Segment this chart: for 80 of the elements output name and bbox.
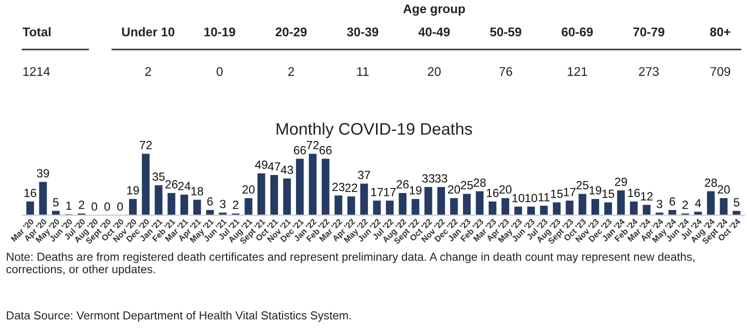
data-label: 19 (590, 186, 602, 195)
data-label: 15 (551, 190, 563, 198)
data-label: 22 (345, 184, 358, 192)
data-label: 20 (718, 185, 730, 194)
data-label: 2 (78, 200, 84, 209)
data-label: 19 (127, 186, 139, 195)
category-label: 10-19 (204, 28, 236, 36)
data-label: 26 (396, 180, 409, 189)
data-label: 72 (140, 140, 152, 150)
data-label: 17 (384, 188, 396, 196)
chart-title: Monthly COVID-19 Deaths (276, 122, 472, 138)
category-label: 70-79 (633, 28, 664, 36)
data-label: 29 (614, 178, 627, 186)
category-label: Total (22, 27, 50, 36)
data-label: 33 (422, 174, 434, 183)
data-label: 0 (92, 202, 98, 211)
data-label: 11 (538, 193, 550, 202)
data-label: 4 (695, 199, 701, 208)
data-label: 33 (435, 174, 448, 183)
data-label: 5 (734, 198, 740, 206)
data-label: 11 (357, 67, 369, 76)
data-label: 0 (117, 202, 123, 211)
category-label: 80+ (710, 28, 730, 36)
data-label: 709 (710, 67, 730, 76)
data-label: 28 (474, 178, 486, 187)
data-label: 25 (460, 181, 473, 190)
category-label: 40-49 (418, 28, 450, 36)
data-label: 66 (320, 146, 332, 154)
data-label: 24 (178, 182, 190, 190)
data-label: 1 (66, 202, 72, 210)
data-label: 20 (428, 67, 441, 76)
data-label: 16 (486, 188, 499, 198)
data-label: 20 (448, 185, 460, 194)
data-label: 20 (242, 185, 255, 194)
data-label: 0 (104, 202, 110, 211)
data-label: 6 (670, 197, 676, 206)
data-label: 5 (53, 198, 59, 206)
data-label: 15 (602, 190, 614, 198)
data-label: 28 (704, 178, 717, 187)
data-label: 43 (280, 166, 294, 174)
data-label: 72 (306, 140, 319, 150)
data-label: 20 (499, 185, 512, 194)
category-label: Under 10 (122, 27, 174, 36)
text: Age group (403, 4, 465, 16)
data-label: 37 (358, 170, 370, 180)
text: Note: Deaths are from registered death certificates and represent preliminary data. A change in death count may represent new deaths, corrections, or other updates. (6, 252, 694, 276)
data-label: 3 (220, 200, 226, 208)
data-label: 16 (24, 188, 36, 198)
data-label: 2 (145, 67, 151, 76)
data-label: 18 (191, 187, 204, 196)
data-label: 10 (512, 194, 524, 202)
data-label: 2 (682, 200, 688, 209)
data-label: 12 (640, 192, 653, 200)
data-label: 17 (564, 188, 576, 196)
data-label: 16 (628, 188, 640, 198)
data-label: 25 (576, 181, 588, 190)
data-label: 26 (165, 180, 178, 189)
data-label: 273 (639, 67, 659, 76)
data-label: 6 (207, 197, 213, 206)
category-label: 30-39 (346, 28, 378, 36)
data-label: 0 (216, 67, 223, 76)
data-label: 66 (294, 146, 306, 154)
source-note: Data Source: Vermont Department of Health Vital Statistics System. (6, 311, 351, 322)
data-label: 39 (36, 169, 49, 178)
data-label: 17 (371, 188, 383, 196)
data-label: 2 (232, 200, 238, 209)
data-label: 47 (268, 162, 280, 170)
data-label: 76 (499, 67, 512, 76)
data-label: 1214 (23, 67, 50, 76)
data-label: 2 (288, 67, 294, 76)
data-label: 23 (332, 182, 344, 192)
category-label: 20-29 (276, 28, 307, 36)
data-label: 10 (525, 194, 538, 202)
category-label: 60-69 (562, 28, 593, 36)
data-label: 49 (255, 160, 268, 169)
category-label: 50-59 (490, 28, 522, 36)
data-label: 3 (656, 200, 662, 208)
data-label: 35 (152, 172, 165, 181)
data-label: 121 (568, 67, 588, 76)
data-label: 19 (410, 186, 422, 195)
